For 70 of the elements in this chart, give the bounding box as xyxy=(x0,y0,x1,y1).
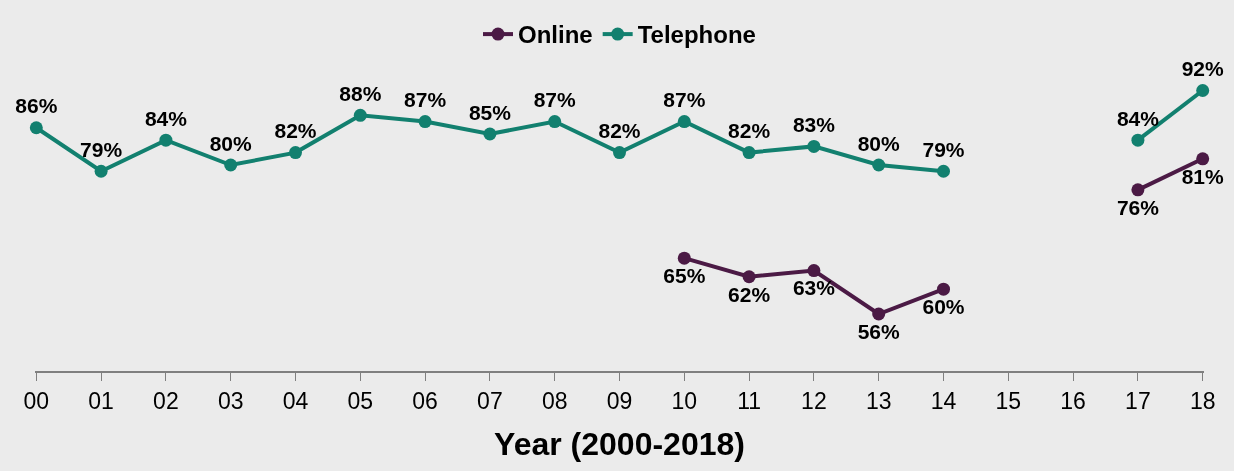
data-label: 84% xyxy=(144,106,188,130)
x-tick-label: 02 xyxy=(153,387,179,414)
point xyxy=(29,121,43,135)
x-tick-label: 14 xyxy=(930,387,957,414)
legend-label: Online xyxy=(518,21,593,49)
data-label: 82% xyxy=(274,119,317,143)
data-label: 92% xyxy=(1181,57,1225,81)
data-label: 82% xyxy=(728,119,771,143)
point xyxy=(548,115,562,129)
point xyxy=(289,146,302,160)
data-label: 79% xyxy=(922,137,965,161)
point xyxy=(807,264,821,278)
data-label: 87% xyxy=(663,88,706,112)
point xyxy=(613,146,626,160)
data-label: 56% xyxy=(857,319,901,343)
point xyxy=(742,146,756,160)
x-axis-title: Year (2000-2018) xyxy=(494,426,745,462)
point xyxy=(159,133,173,147)
x-tick-label: 00 xyxy=(23,387,50,414)
x-tick-label: 08 xyxy=(541,387,568,414)
data-label: 63% xyxy=(792,276,836,300)
x-tick-label: 17 xyxy=(1125,387,1151,414)
point xyxy=(742,270,756,284)
point xyxy=(677,251,691,265)
data-label: 79% xyxy=(80,137,123,161)
point xyxy=(94,164,108,178)
point xyxy=(872,158,886,172)
data-label: 83% xyxy=(792,113,836,137)
data-label: 60% xyxy=(922,295,965,319)
data-label: 80% xyxy=(857,131,901,155)
data-label: 85% xyxy=(468,100,512,124)
x-tick-label: 01 xyxy=(88,387,114,414)
data-label: 86% xyxy=(15,94,58,118)
point xyxy=(224,158,238,172)
x-tick-label: 10 xyxy=(671,387,698,414)
x-tick-label: 11 xyxy=(737,387,762,414)
x-tick-label: 03 xyxy=(217,387,244,414)
point xyxy=(807,139,821,153)
x-tick-label: 07 xyxy=(477,387,503,414)
point xyxy=(937,164,950,178)
data-label: 84% xyxy=(1116,106,1160,130)
data-label: 88% xyxy=(339,81,382,105)
x-tick-label: 05 xyxy=(347,387,374,414)
data-label: 65% xyxy=(663,264,706,288)
point xyxy=(1131,183,1145,197)
x-tick-label: 15 xyxy=(995,387,1022,414)
point xyxy=(483,127,497,141)
x-tick-label: 04 xyxy=(282,387,309,414)
data-label: 87% xyxy=(404,88,447,112)
point xyxy=(937,282,950,296)
x-tick-label: 13 xyxy=(865,387,892,414)
data-label: 76% xyxy=(1116,195,1160,219)
legend-label: Telephone xyxy=(637,21,756,49)
point xyxy=(418,115,432,129)
data-label: 81% xyxy=(1181,164,1225,188)
point xyxy=(677,115,691,129)
data-label: 80% xyxy=(209,131,253,155)
data-label: 62% xyxy=(728,282,771,306)
point xyxy=(353,108,367,122)
point xyxy=(1131,133,1145,147)
data-label: 82% xyxy=(598,119,641,143)
point xyxy=(872,307,886,321)
x-tick-label: 09 xyxy=(606,387,633,414)
x-tick-label: 16 xyxy=(1060,387,1086,414)
x-tick-label: 12 xyxy=(801,387,827,414)
point xyxy=(1196,152,1210,166)
data-label: 87% xyxy=(533,88,577,112)
x-tick-label: 18 xyxy=(1189,387,1216,414)
x-tick-label: 06 xyxy=(412,387,438,414)
point xyxy=(1196,84,1210,98)
